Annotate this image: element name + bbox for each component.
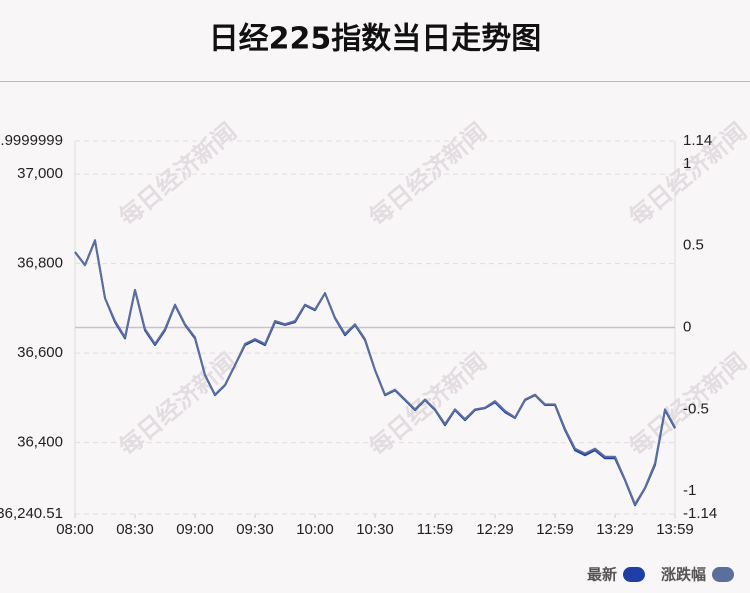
y-tick-label: 36,240.51 xyxy=(0,505,63,522)
x-tick-label: 08:30 xyxy=(116,521,154,538)
x-tick-label: 10:30 xyxy=(356,521,394,538)
x-tick-label: 13:59 xyxy=(656,521,694,538)
y2-tick-label: -0.5 xyxy=(683,400,709,417)
x-tick-label: 13:29 xyxy=(596,521,634,538)
x-tick-label: 11:59 xyxy=(417,521,453,538)
legend-swatch xyxy=(712,567,734,582)
x-tick-label: 12:29 xyxy=(476,521,514,538)
y2-tick-label: 1 xyxy=(683,155,691,172)
legend-label: 涨跌幅 xyxy=(661,566,706,584)
series-line xyxy=(74,239,676,507)
y-tick-label: 36,400 xyxy=(17,434,63,451)
y-tick-label: 36,600 xyxy=(17,344,63,361)
x-tick-label: 09:00 xyxy=(176,521,214,538)
y2-tick-label: -1.14 xyxy=(683,505,717,522)
legend-label: 最新 xyxy=(587,566,617,584)
watermark: 每日经济新闻 xyxy=(364,347,492,461)
y2-tick-label: 0.5 xyxy=(683,237,704,254)
y2-tick-label: -1 xyxy=(683,482,696,499)
y2-tick-label: 1.14 xyxy=(683,132,712,149)
x-tick-label: 10:00 xyxy=(296,521,334,538)
y-tick-label: 37,000 xyxy=(17,165,63,182)
y-tick-label: 36,800 xyxy=(17,255,63,272)
x-tick-label: 09:30 xyxy=(236,521,274,538)
legend-swatch xyxy=(622,567,645,582)
watermark: 每日经济新闻 xyxy=(114,347,242,461)
series-line xyxy=(74,239,676,506)
y2-tick-label: 0 xyxy=(683,318,691,335)
x-tick-label: 08:00 xyxy=(56,521,94,538)
chart-title: 日经225指数当日走势图 xyxy=(209,22,542,57)
y-tick-label: 37,073.9999999 xyxy=(0,132,63,149)
x-tick-label: 12:59 xyxy=(536,521,574,538)
